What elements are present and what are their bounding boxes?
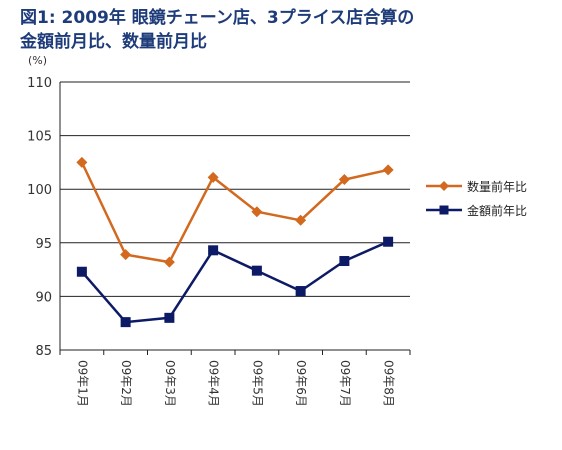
y-tick-label: 100 [27, 183, 52, 198]
data-point-marker [295, 286, 306, 297]
y-tick-label: 105 [27, 130, 52, 145]
data-point-marker [76, 156, 88, 168]
y-unit-label: (%) [28, 54, 47, 67]
data-point-marker [251, 265, 262, 276]
data-point-marker [383, 236, 394, 247]
data-point-marker [76, 266, 87, 277]
legend-swatch-marker [439, 181, 449, 191]
legend-label: 数量前年比 [467, 179, 527, 194]
y-tick-label: 110 [27, 76, 52, 91]
data-point-marker [163, 256, 175, 268]
chart-title-line-2: 金額前月比、数量前月比 [20, 32, 207, 52]
data-point-marker [164, 312, 175, 323]
series-line [80, 161, 389, 264]
x-tick-label: 09年8月 [382, 360, 396, 407]
x-tick-label: 09年7月 [338, 360, 352, 407]
legend-swatch-marker [439, 205, 449, 215]
x-tick-label: 09年4月 [207, 360, 221, 407]
data-point-marker [339, 256, 350, 267]
data-point-marker [251, 206, 263, 218]
x-axis-ticks: 09年1月 09年2月 09年3月 09年4月 09年5月 09年6月 09年7月 09年8月 [59, 350, 411, 407]
series-group [76, 156, 394, 328]
data-point-marker [295, 214, 307, 226]
chart-title: 図1: 2009年 眼鏡チェーン店、3プライス店合算の 金額前月比、数量前月比 [20, 6, 460, 54]
y-tick-label: 95 [35, 237, 52, 252]
x-tick-label: 09年1月 [75, 360, 89, 407]
legend-label: 金額前年比 [467, 203, 527, 218]
x-tick-label: 09年2月 [119, 360, 133, 407]
x-tick-label: 09年5月 [250, 360, 264, 407]
data-point-marker [207, 171, 219, 183]
data-point-marker [120, 249, 132, 261]
y-axis-ticks: 85 90 95 100 105 110 [27, 76, 52, 359]
y-tick-label: 85 [35, 344, 52, 359]
series-line [80, 240, 389, 324]
gridlines [59, 81, 410, 351]
data-point-marker [382, 164, 394, 176]
y-tick-label: 90 [35, 290, 52, 305]
x-tick-label: 09年6月 [294, 360, 308, 407]
data-point-marker [120, 317, 131, 328]
x-tick-label: 09年3月 [163, 360, 177, 407]
data-point-marker [208, 245, 219, 256]
data-point-marker [338, 174, 350, 186]
chart-title-line-1: 図1: 2009年 眼鏡チェーン店、3プライス店合算の [20, 8, 415, 28]
